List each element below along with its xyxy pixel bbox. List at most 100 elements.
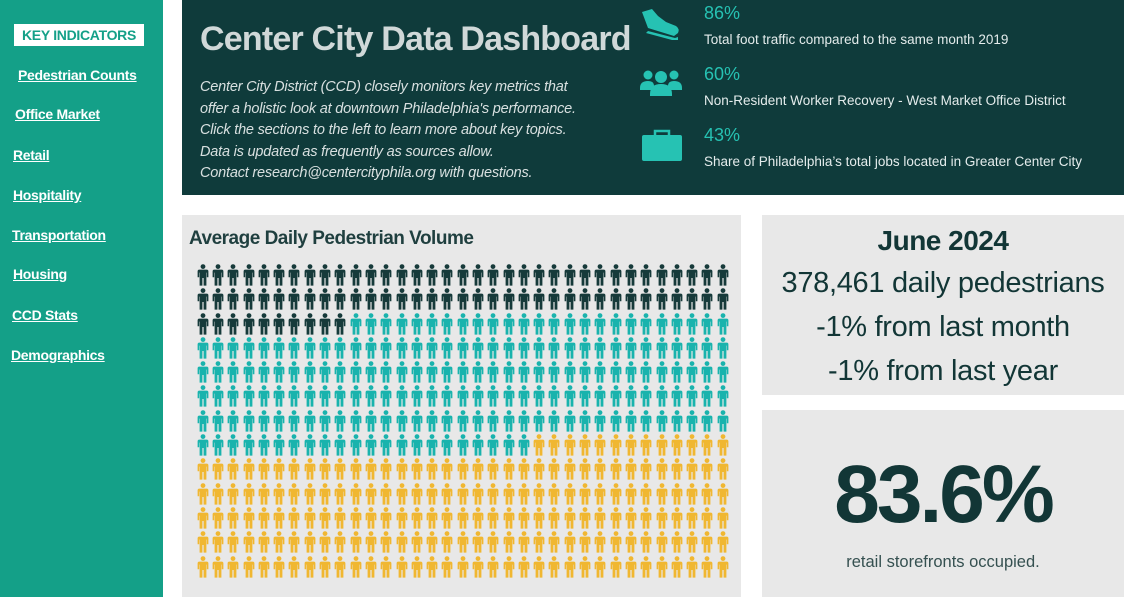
person-icon	[669, 555, 684, 580]
person-icon	[593, 385, 608, 409]
person-icon	[639, 361, 654, 385]
person-icon	[409, 434, 424, 458]
nav-link-pedestrian-counts[interactable]: Pedestrian Counts	[18, 67, 137, 83]
person-icon	[685, 288, 700, 312]
person-icon	[287, 482, 302, 507]
person-icon	[333, 434, 348, 458]
person-icon	[302, 482, 317, 507]
person-icon	[379, 385, 394, 409]
person-icon	[333, 409, 348, 434]
retail-occupancy-label: retail storefronts occupied.	[846, 553, 1040, 571]
person-icon	[685, 507, 700, 531]
kpi-jobs-share-label: Share of Philadelphia’s total jobs locat…	[704, 154, 1082, 169]
page-title: Center City Data Dashboard	[200, 20, 632, 58]
person-icon	[486, 312, 501, 337]
person-icon	[379, 264, 394, 288]
person-icon	[424, 385, 439, 409]
person-icon	[271, 434, 286, 458]
person-icon	[470, 361, 485, 385]
person-icon	[317, 531, 332, 555]
person-icon	[547, 482, 562, 507]
person-icon	[700, 337, 715, 361]
person-icon	[577, 337, 592, 361]
person-icon	[654, 531, 669, 555]
pedestrian-volume-panel: Average Daily Pedestrian Volume	[182, 215, 741, 597]
person-icon	[394, 458, 409, 482]
person-icon	[363, 555, 378, 580]
key-indicators-heading: KEY INDICATORS	[14, 24, 144, 46]
nav-link-office-market[interactable]: Office Market	[15, 106, 100, 122]
person-icon	[440, 288, 455, 312]
nav-link-housing[interactable]: Housing	[13, 266, 67, 282]
person-icon	[654, 458, 669, 482]
person-icon	[409, 361, 424, 385]
person-icon	[348, 312, 363, 337]
person-icon	[577, 288, 592, 312]
nav-link-retail[interactable]: Retail	[13, 147, 50, 163]
person-icon	[348, 337, 363, 361]
person-icon	[562, 507, 577, 531]
person-icon	[348, 409, 363, 434]
person-icon	[577, 361, 592, 385]
person-icon	[379, 482, 394, 507]
person-icon	[333, 555, 348, 580]
person-icon	[379, 409, 394, 434]
person-icon	[271, 264, 286, 288]
person-icon	[547, 312, 562, 337]
person-icon	[486, 482, 501, 507]
person-icon	[210, 288, 225, 312]
summary-vs-last-year: -1% from last year	[828, 355, 1058, 387]
person-icon	[440, 434, 455, 458]
person-icon	[394, 385, 409, 409]
person-icon	[455, 555, 470, 580]
person-icon	[348, 555, 363, 580]
person-icon	[226, 312, 241, 337]
person-icon	[516, 361, 531, 385]
person-icon	[256, 458, 271, 482]
person-icon	[241, 507, 256, 531]
person-icon	[700, 458, 715, 482]
person-icon	[271, 337, 286, 361]
person-icon	[516, 507, 531, 531]
pedestrian-waffle-chart	[195, 264, 730, 580]
person-icon	[623, 288, 638, 312]
person-icon	[547, 507, 562, 531]
person-icon	[715, 312, 730, 337]
person-icon	[470, 312, 485, 337]
person-icon	[226, 434, 241, 458]
person-icon	[532, 264, 547, 288]
person-icon	[532, 531, 547, 555]
nav-link-demographics[interactable]: Demographics	[11, 347, 105, 363]
person-icon	[486, 337, 501, 361]
person-icon	[195, 312, 210, 337]
person-icon	[532, 482, 547, 507]
person-icon	[348, 385, 363, 409]
person-icon	[424, 458, 439, 482]
person-icon	[470, 385, 485, 409]
person-icon	[424, 288, 439, 312]
person-icon	[333, 531, 348, 555]
person-icon	[501, 434, 516, 458]
person-icon	[562, 312, 577, 337]
person-icon	[593, 312, 608, 337]
person-icon	[486, 361, 501, 385]
person-icon	[317, 507, 332, 531]
person-icon	[348, 264, 363, 288]
nav-link-hospitality[interactable]: Hospitality	[13, 187, 82, 203]
person-icon	[348, 434, 363, 458]
nav-link-transportation[interactable]: Transportation	[12, 227, 106, 243]
person-icon	[195, 288, 210, 312]
person-icon	[363, 264, 378, 288]
nav-link-ccd-stats[interactable]: CCD Stats	[12, 307, 78, 323]
person-icon	[241, 555, 256, 580]
person-icon	[271, 361, 286, 385]
person-icon	[470, 264, 485, 288]
person-icon	[577, 482, 592, 507]
person-icon	[379, 507, 394, 531]
person-icon	[501, 531, 516, 555]
person-icon	[547, 434, 562, 458]
person-icon	[195, 531, 210, 555]
person-icon	[700, 482, 715, 507]
person-icon	[440, 555, 455, 580]
person-icon	[547, 385, 562, 409]
